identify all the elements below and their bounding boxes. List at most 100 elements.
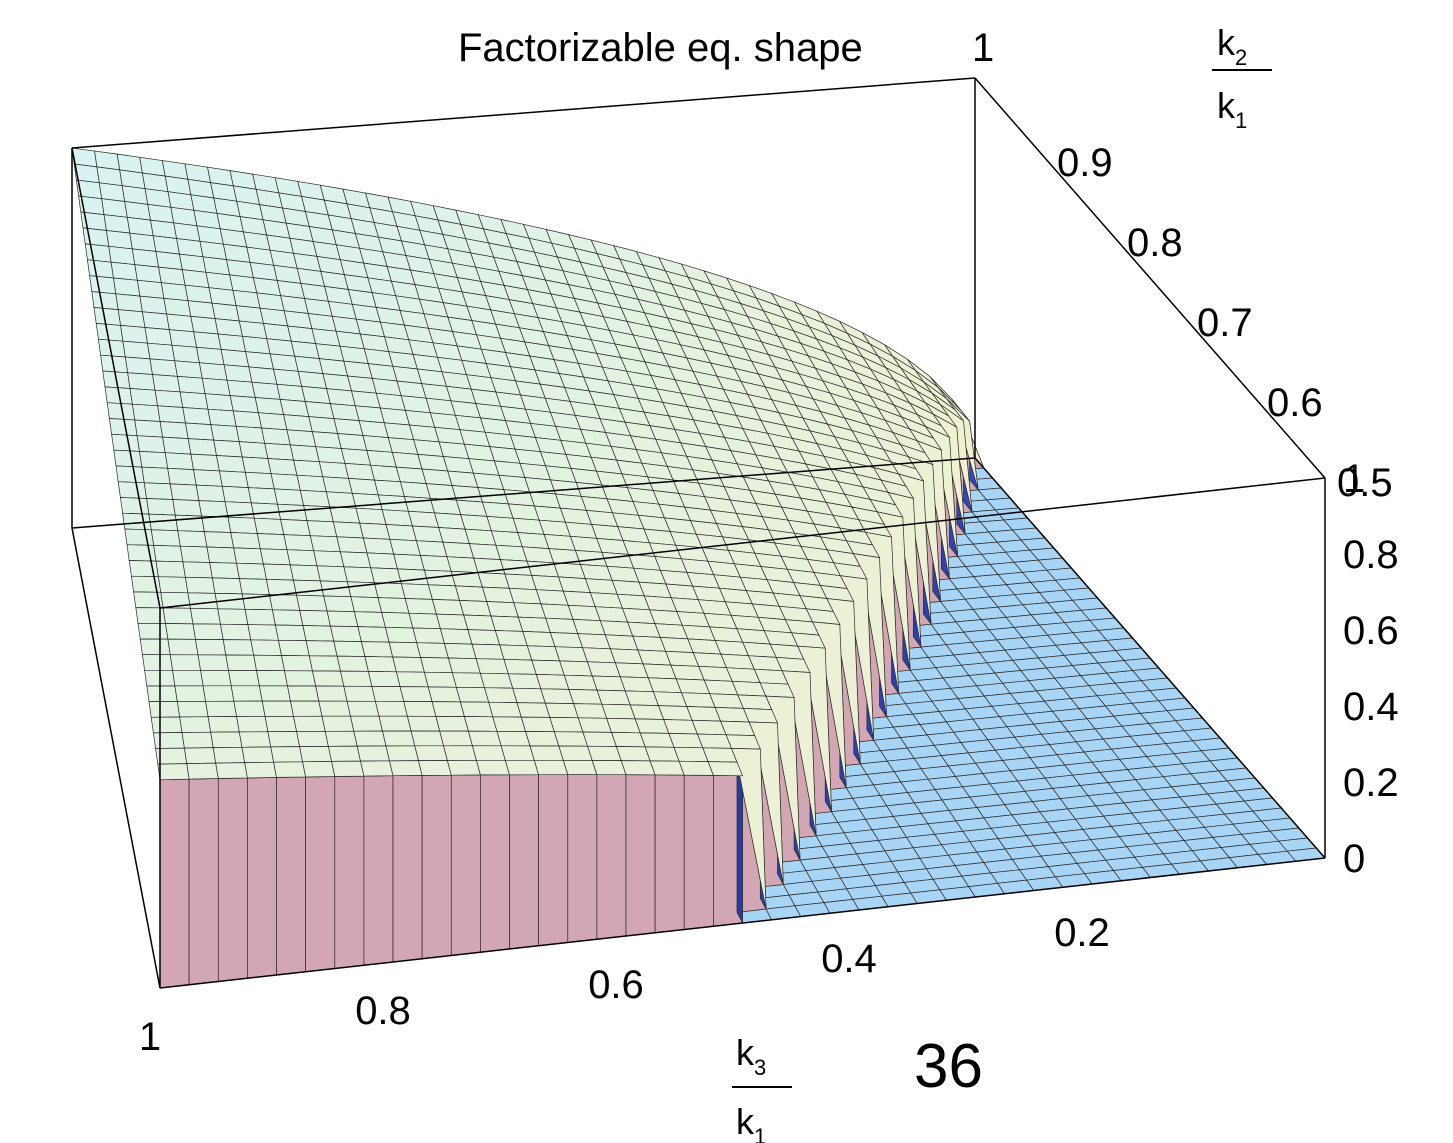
surface-cell: [167, 638, 199, 656]
z-tick-label: 0: [1343, 837, 1365, 881]
surface-cell: [639, 732, 675, 748]
surface-cell: [271, 609, 304, 626]
surface-cell: [152, 732, 185, 749]
surface-cell: [155, 560, 186, 578]
box-edge: [71, 147, 161, 609]
surface-cell: [210, 424, 240, 442]
surface-cell: [193, 331, 222, 350]
surface-cell: [611, 732, 646, 748]
surface-cell: [183, 747, 217, 764]
surface-cell: [244, 761, 277, 779]
surface-cell: [84, 243, 112, 263]
surface-cell: [154, 389, 184, 408]
surface-cell: [86, 259, 114, 279]
surface-cell: [197, 654, 229, 671]
surface-cell: [256, 533, 288, 551]
surface-cell: [503, 658, 537, 675]
surface-cell: [289, 444, 320, 463]
surface-cell: [150, 716, 183, 734]
surface-cell: [296, 474, 327, 493]
surface-cell: [395, 671, 429, 688]
x-label-num: k: [736, 1032, 755, 1073]
surface-cell: [634, 718, 670, 734]
surface-cell: [257, 412, 288, 431]
wall-front: [305, 776, 336, 973]
surface-cell: [247, 487, 278, 505]
surface-cell: [166, 313, 195, 333]
x-tick-label: 0.4: [821, 937, 877, 981]
surface-cell: [494, 630, 528, 647]
surface-cell: [454, 585, 488, 602]
surface-cell: [419, 555, 452, 572]
surface-cell: [261, 427, 291, 446]
surface-cell: [504, 759, 540, 776]
surface-cell: [267, 458, 298, 476]
surface-cell: [143, 482, 174, 500]
surface-cell: [179, 391, 209, 410]
surface-cell: [358, 420, 389, 438]
surface-cell: [124, 528, 155, 546]
surface-cell: [82, 227, 110, 247]
surface-cell: [346, 700, 380, 717]
surface-cell: [370, 464, 401, 483]
surface-cell: [280, 519, 311, 537]
surface-cell: [276, 383, 306, 402]
surface-cell: [292, 579, 325, 597]
axis-ticks: 10.80.60.40.20.90.80.70.60.510.80.60.40.…: [139, 141, 1399, 1059]
surface-cell: [302, 625, 335, 642]
surface-cell: [591, 760, 627, 776]
surface-cell: [217, 608, 249, 625]
surface-cell: [748, 721, 784, 885]
surface-cell: [254, 397, 285, 415]
surface-cell: [360, 760, 394, 777]
surface-cell: [89, 275, 117, 295]
surface-cell: [244, 608, 276, 626]
surface-cell: [245, 351, 274, 370]
surface-cell: [235, 305, 264, 324]
surface-cell: [113, 449, 143, 468]
surface-cell: [512, 687, 546, 704]
surface-cell: [134, 264, 162, 284]
y-tick-label: 0.7: [1197, 301, 1253, 345]
surface-cell: [258, 685, 291, 702]
surface-cell: [269, 353, 299, 372]
surface-cell: [333, 640, 366, 657]
surface-cell: [193, 469, 223, 487]
surface-cell: [479, 672, 514, 689]
surface-cell: [141, 311, 170, 330]
surface-cell: [279, 399, 310, 417]
surface-cell: [468, 543, 501, 560]
surface-cell: [471, 643, 505, 660]
wall-front: [538, 774, 569, 947]
wall-front: [480, 774, 510, 953]
surface-cell: [250, 639, 282, 656]
surface-cell: [353, 611, 386, 628]
box-edge: [159, 477, 1326, 609]
surface-cell: [223, 364, 253, 383]
surface-cell: [725, 734, 761, 750]
surface-cell: [136, 435, 166, 454]
surface-cell: [229, 395, 259, 414]
surface-cell: [620, 760, 656, 776]
surface-cell: [146, 498, 176, 516]
surface-cell: [196, 346, 225, 366]
surface-cell: [150, 529, 181, 547]
surface-cell: [210, 731, 243, 748]
surface-cell: [410, 730, 445, 747]
surface-cell: [215, 762, 248, 779]
surface-cell: [392, 656, 425, 673]
surface-cell: [95, 323, 124, 342]
surface-cell: [329, 403, 360, 421]
surface-cell: [204, 393, 234, 412]
surface-cell: [321, 715, 355, 732]
surface-cell: [211, 302, 240, 322]
surface-cell: [189, 607, 221, 625]
surface-cell: [299, 610, 331, 627]
surface-cell: [179, 545, 211, 563]
surface-cell: [558, 745, 593, 761]
surface-cell: [182, 561, 213, 579]
surface-cell: [290, 700, 323, 717]
surface-cell: [340, 670, 373, 687]
surface-cell: [124, 356, 153, 375]
surface-cell: [529, 745, 564, 761]
